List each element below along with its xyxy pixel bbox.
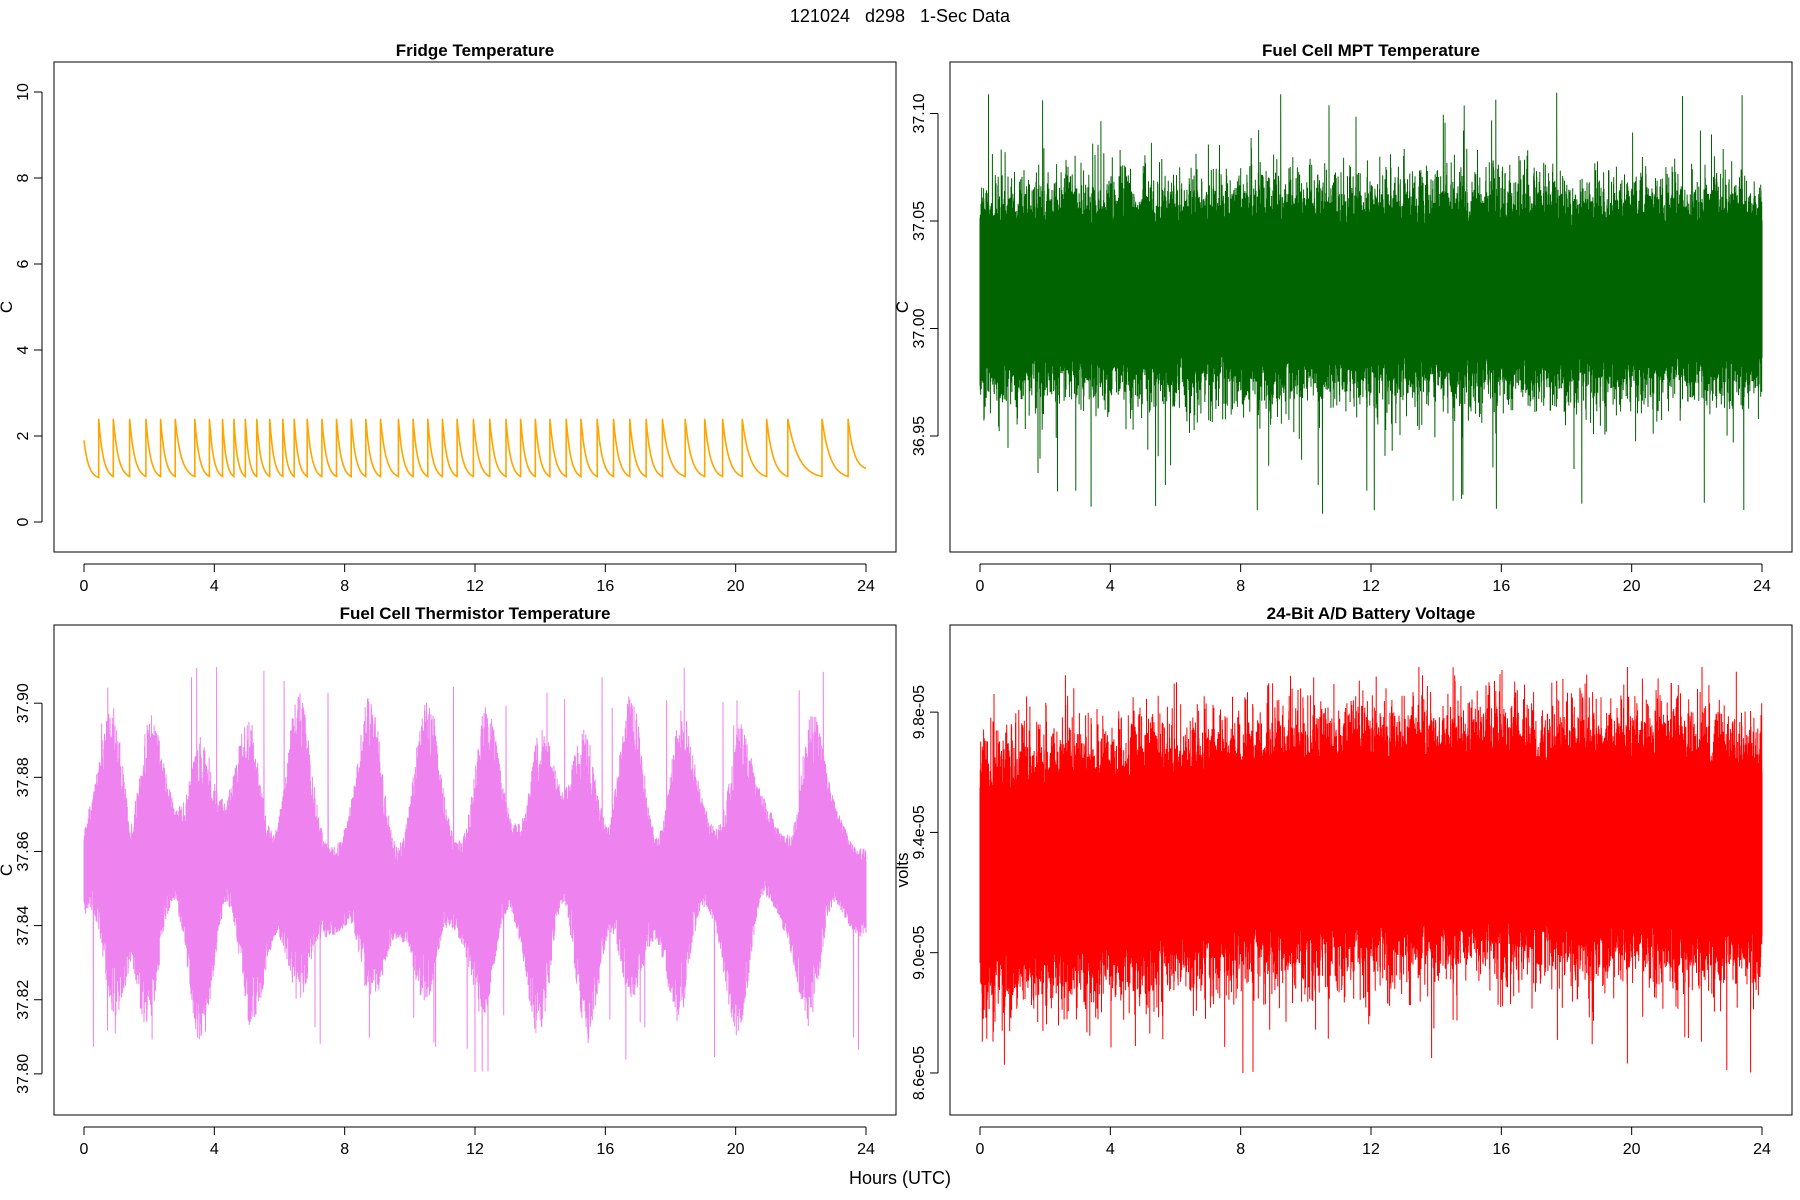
figure-x-axis-label: Hours (UTC) bbox=[849, 1168, 951, 1188]
x-tick-label: 8 bbox=[340, 578, 349, 595]
y-tick-label: 9.4e-05 bbox=[911, 805, 928, 859]
x-tick-label: 0 bbox=[976, 578, 985, 595]
x-axis: 0 4 8 12 16 20 24 bbox=[976, 563, 1771, 595]
y-tick-label: 37.00 bbox=[911, 308, 928, 348]
x-tick-label: 12 bbox=[1362, 578, 1380, 595]
chart-panel-2: Fuel Cell MPT Temperature C 0 4 8 12 16 20 24 36.… bbox=[893, 41, 1793, 595]
y-tick-label: 36.95 bbox=[911, 416, 928, 456]
series-line-mpt bbox=[979, 92, 1763, 514]
y-tick-label: 37.84 bbox=[15, 905, 32, 945]
y-tick-label: 0 bbox=[15, 517, 32, 526]
x-tick-label: 0 bbox=[976, 1141, 985, 1158]
y-tick-label: 6 bbox=[15, 259, 32, 268]
y-axis-label: C bbox=[0, 864, 16, 876]
x-tick-label: 16 bbox=[1492, 578, 1510, 595]
x-tick-label: 8 bbox=[1236, 1141, 1245, 1158]
y-tick-label: 37.82 bbox=[15, 980, 32, 1020]
chart-panel-4: 24-Bit A/D Battery Voltage volts 0 4 8 12 16 20… bbox=[893, 604, 1793, 1158]
series-line-battery bbox=[979, 666, 1763, 1074]
figure-suptitle: 121024 d298 1-Sec Data bbox=[789, 6, 1011, 26]
y-axis: 37.80 37.82 37.84 37.86 37.88 37.90 bbox=[15, 683, 43, 1094]
x-tick-label: 12 bbox=[1362, 1141, 1380, 1158]
y-axis-label: C bbox=[0, 301, 16, 313]
x-tick-label: 4 bbox=[210, 1141, 219, 1158]
x-tick-label: 16 bbox=[596, 578, 614, 595]
y-tick-label: 2 bbox=[15, 431, 32, 440]
y-axis: 8.6e-05 9.0e-05 9.4e-05 9.8e-05 bbox=[911, 685, 939, 1100]
y-axis-label: volts bbox=[893, 853, 912, 888]
x-tick-label: 12 bbox=[466, 1141, 484, 1158]
y-tick-label: 37.86 bbox=[15, 831, 32, 871]
x-tick-label: 0 bbox=[80, 1141, 89, 1158]
chart-panel-3: Fuel Cell Thermistor Temperature C 0 4 8 12 16… bbox=[0, 604, 897, 1158]
y-tick-label: 37.10 bbox=[911, 93, 928, 133]
y-axis: 0 2 4 6 8 10 bbox=[15, 83, 43, 526]
plot-frame bbox=[949, 61, 1793, 553]
x-tick-label: 16 bbox=[596, 1141, 614, 1158]
x-tick-label: 16 bbox=[1492, 1141, 1510, 1158]
y-axis: 36.95 37.00 37.05 37.10 bbox=[911, 93, 939, 456]
chart-title: Fuel Cell Thermistor Temperature bbox=[340, 604, 611, 623]
x-axis: 0 4 8 12 16 20 24 bbox=[80, 1126, 875, 1158]
x-tick-label: 20 bbox=[727, 1141, 745, 1158]
x-tick-label: 4 bbox=[1106, 578, 1115, 595]
series-line-thermistor bbox=[83, 666, 867, 1072]
x-axis: 0 4 8 12 16 20 24 bbox=[80, 563, 875, 595]
x-tick-label: 20 bbox=[1623, 578, 1641, 595]
y-tick-label: 9.8e-05 bbox=[911, 685, 928, 739]
x-tick-label: 12 bbox=[466, 578, 484, 595]
series-line-fridge bbox=[83, 418, 867, 479]
x-tick-label: 8 bbox=[1236, 578, 1245, 595]
y-tick-label: 37.88 bbox=[15, 757, 32, 797]
y-tick-label: 37.05 bbox=[911, 201, 928, 241]
x-tick-label: 24 bbox=[1753, 1141, 1771, 1158]
x-tick-label: 24 bbox=[857, 1141, 875, 1158]
x-tick-label: 24 bbox=[1753, 578, 1771, 595]
x-tick-label: 4 bbox=[1106, 1141, 1115, 1158]
y-tick-label: 4 bbox=[15, 345, 32, 354]
y-tick-label: 8.6e-05 bbox=[911, 1046, 928, 1100]
chart-title: Fridge Temperature bbox=[396, 41, 554, 60]
y-tick-label: 37.90 bbox=[15, 683, 32, 723]
plot-frame bbox=[53, 61, 897, 553]
y-tick-label: 37.80 bbox=[15, 1054, 32, 1094]
chart-panel-1: Fridge TemperatureC048121620240246810 bbox=[0, 41, 897, 595]
plot-frame bbox=[53, 624, 897, 1116]
y-tick-label: 10 bbox=[15, 83, 32, 101]
y-tick-label: 8 bbox=[15, 173, 32, 182]
x-tick-label: 4 bbox=[210, 578, 219, 595]
x-tick-label: 20 bbox=[1623, 1141, 1641, 1158]
y-tick-label: 9.0e-05 bbox=[911, 925, 928, 979]
plot-frame bbox=[949, 624, 1793, 1116]
x-axis: 0 4 8 12 16 20 24 bbox=[976, 1126, 1771, 1158]
x-tick-label: 24 bbox=[857, 578, 875, 595]
chart-title: Fuel Cell MPT Temperature bbox=[1262, 41, 1480, 60]
y-axis-label: C bbox=[893, 301, 912, 313]
chart-title: 24-Bit A/D Battery Voltage bbox=[1267, 604, 1476, 623]
x-tick-label: 20 bbox=[727, 578, 745, 595]
x-tick-label: 8 bbox=[340, 1141, 349, 1158]
x-tick-label: 0 bbox=[80, 578, 89, 595]
